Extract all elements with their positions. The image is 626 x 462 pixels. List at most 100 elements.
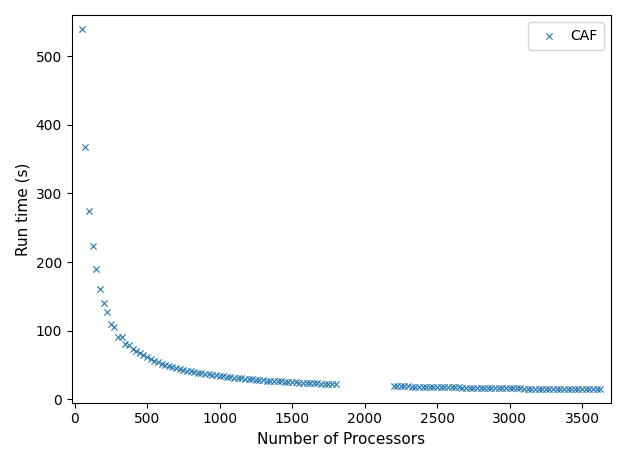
- CAF: [84, 207, 94, 214]
- CAF: [182, 367, 192, 374]
- CAF: [302, 379, 312, 387]
- CAF: [584, 386, 594, 393]
- CAF: [501, 384, 511, 392]
- CAF: [461, 384, 471, 391]
- CAF: [581, 385, 591, 393]
- CAF: [215, 372, 225, 380]
- CAF: [229, 374, 239, 381]
- CAF: [106, 320, 116, 328]
- CAF: [91, 265, 101, 273]
- CAF: [508, 385, 518, 392]
- CAF: [269, 377, 279, 385]
- CAF: [113, 333, 123, 340]
- CAF: [316, 380, 326, 387]
- CAF: [548, 385, 558, 393]
- CAF: [418, 383, 428, 390]
- CAF: [588, 386, 598, 393]
- CAF: [490, 384, 500, 392]
- CAF: [458, 384, 468, 391]
- CAF: [559, 385, 569, 393]
- CAF: [486, 384, 496, 392]
- CAF: [511, 385, 521, 392]
- CAF: [552, 385, 562, 393]
- CAF: [225, 374, 235, 381]
- CAF: [577, 385, 587, 393]
- CAF: [98, 299, 108, 307]
- CAF: [251, 376, 261, 383]
- CAF: [327, 380, 337, 388]
- CAF: [262, 377, 272, 384]
- CAF: [407, 383, 417, 390]
- CAF: [320, 380, 330, 388]
- X-axis label: Number of Processors: Number of Processors: [257, 432, 426, 447]
- CAF: [421, 383, 431, 390]
- CAF: [135, 350, 145, 357]
- CAF: [116, 334, 126, 341]
- CAF: [533, 385, 543, 392]
- CAF: [563, 385, 573, 393]
- CAF: [244, 375, 254, 383]
- CAF: [77, 25, 87, 32]
- CAF: [222, 373, 232, 381]
- CAF: [479, 384, 489, 392]
- CAF: [298, 379, 308, 386]
- CAF: [450, 384, 460, 391]
- CAF: [200, 370, 210, 377]
- CAF: [454, 384, 464, 391]
- CAF: [541, 385, 551, 393]
- CAF: [595, 386, 605, 393]
- CAF: [439, 383, 449, 391]
- CAF: [515, 385, 525, 392]
- CAF: [331, 381, 341, 388]
- CAF: [555, 385, 565, 393]
- CAF: [236, 375, 246, 382]
- CAF: [468, 384, 478, 391]
- CAF: [570, 385, 580, 393]
- CAF: [287, 378, 297, 386]
- CAF: [483, 384, 493, 392]
- CAF: [203, 371, 213, 378]
- CAF: [149, 357, 159, 365]
- Y-axis label: Run time (s): Run time (s): [15, 162, 30, 255]
- CAF: [138, 352, 148, 359]
- CAF: [443, 383, 453, 391]
- CAF: [446, 383, 456, 391]
- CAF: [102, 309, 112, 316]
- CAF: [207, 371, 217, 379]
- CAF: [573, 385, 583, 393]
- CAF: [218, 373, 228, 380]
- CAF: [211, 372, 221, 379]
- CAF: [167, 363, 177, 371]
- CAF: [494, 384, 504, 392]
- CAF: [399, 383, 409, 390]
- CAF: [110, 323, 120, 331]
- CAF: [164, 362, 174, 370]
- CAF: [410, 383, 420, 390]
- CAF: [312, 380, 322, 387]
- CAF: [309, 380, 319, 387]
- CAF: [272, 377, 282, 385]
- CAF: [80, 144, 90, 151]
- CAF: [592, 386, 602, 393]
- CAF: [171, 365, 181, 372]
- CAF: [240, 375, 250, 383]
- CAF: [131, 347, 141, 355]
- CAF: [472, 384, 482, 391]
- CAF: [284, 378, 294, 386]
- CAF: [146, 355, 156, 363]
- CAF: [290, 379, 300, 386]
- CAF: [392, 383, 402, 390]
- CAF: [193, 369, 203, 377]
- CAF: [414, 383, 424, 390]
- CAF: [432, 383, 442, 391]
- CAF: [323, 380, 333, 388]
- CAF: [436, 383, 446, 391]
- CAF: [124, 341, 134, 349]
- CAF: [537, 385, 547, 392]
- CAF: [396, 383, 406, 390]
- CAF: [505, 385, 515, 392]
- CAF: [425, 383, 435, 390]
- CAF: [464, 384, 475, 391]
- CAF: [156, 360, 167, 367]
- CAF: [519, 385, 529, 392]
